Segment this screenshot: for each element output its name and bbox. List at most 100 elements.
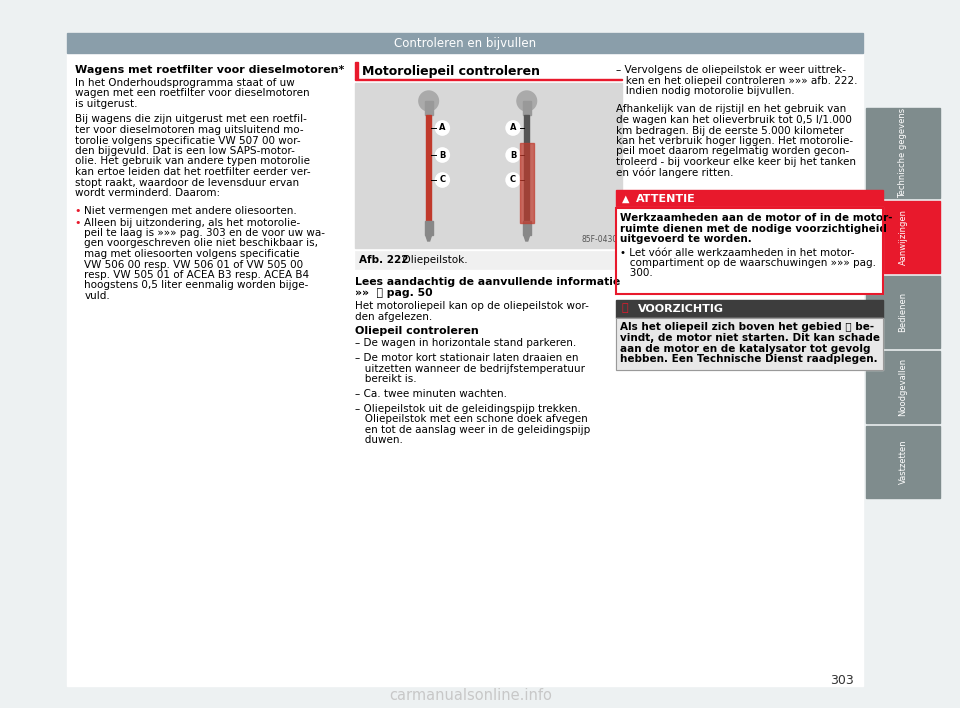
Text: Oliepeil controleren: Oliepeil controleren <box>355 326 479 336</box>
Text: Noodgevallen: Noodgevallen <box>899 358 907 416</box>
Bar <box>355 62 358 79</box>
Bar <box>426 115 431 223</box>
Circle shape <box>506 121 520 135</box>
Text: – De wagen in horizontale stand parkeren.: – De wagen in horizontale stand parkeren… <box>355 338 576 348</box>
Text: Bedienen: Bedienen <box>899 292 907 332</box>
Bar <box>520 143 534 223</box>
Text: •: • <box>75 217 81 227</box>
Circle shape <box>436 148 449 162</box>
Polygon shape <box>524 235 530 241</box>
Bar <box>355 79 622 80</box>
Text: Bij wagens die zijn uitgerust met een roetfil-: Bij wagens die zijn uitgerust met een ro… <box>75 115 306 125</box>
Text: vindt, de motor niet starten. Dit kan schade: vindt, de motor niet starten. Dit kan sc… <box>620 333 880 343</box>
Text: Afhankelijk van de rijstijl en het gebruik van: Afhankelijk van de rijstijl en het gebru… <box>616 105 847 115</box>
Text: Werkzaamheden aan de motor of in de motor-: Werkzaamheden aan de motor of in de moto… <box>620 213 893 223</box>
Text: – Oliepeilstok uit de geleidingspijp trekken.: – Oliepeilstok uit de geleidingspijp tre… <box>355 404 581 413</box>
Text: carmanualsonline.info: carmanualsonline.info <box>390 688 552 704</box>
Text: peil moet daarom regelmatig worden gecon-: peil moet daarom regelmatig worden gecon… <box>616 147 850 156</box>
Circle shape <box>516 91 537 111</box>
Text: en tot de aanslag weer in de geleidingspijp: en tot de aanslag weer in de geleidingsp… <box>355 425 590 435</box>
Text: duwen.: duwen. <box>355 435 403 445</box>
Text: C: C <box>510 176 516 185</box>
Text: ⓘ: ⓘ <box>622 304 629 314</box>
Bar <box>355 251 622 269</box>
Bar <box>424 221 433 235</box>
Text: wordt verminderd. Daarom:: wordt verminderd. Daarom: <box>75 188 220 198</box>
Text: B: B <box>440 151 445 159</box>
Text: olie. Het gebruik van andere typen motorolie: olie. Het gebruik van andere typen motor… <box>75 156 309 166</box>
Text: hoogstens 0,5 liter eenmalig worden bijge-: hoogstens 0,5 liter eenmalig worden bijg… <box>84 280 309 290</box>
Text: bereikt is.: bereikt is. <box>355 375 417 384</box>
Text: – Ca. twee minuten wachten.: – Ca. twee minuten wachten. <box>355 389 507 399</box>
Text: 303: 303 <box>829 673 853 687</box>
Text: Alleen bij uitzondering, als het motorolie-: Alleen bij uitzondering, als het motorol… <box>84 217 300 227</box>
Bar <box>866 108 940 198</box>
Text: compartiment op de waarschuwingen »»» pag.: compartiment op de waarschuwingen »»» pa… <box>620 258 876 268</box>
Circle shape <box>436 173 449 187</box>
Text: km bedragen. Bij de eerste 5.000 kilometer: km bedragen. Bij de eerste 5.000 kilomet… <box>616 125 844 135</box>
Bar <box>866 201 940 273</box>
Text: Niet vermengen met andere oliesoorten.: Niet vermengen met andere oliesoorten. <box>84 205 297 215</box>
Text: Afb. 222: Afb. 222 <box>359 255 409 265</box>
Bar <box>616 208 883 294</box>
Text: Indien nodig motorolie bijvullen.: Indien nodig motorolie bijvullen. <box>616 86 795 96</box>
Circle shape <box>506 173 520 187</box>
Bar <box>524 115 529 223</box>
Text: Het motoroliepeil kan op de oliepeilstok wor-: Het motoroliepeil kan op de oliepeilstok… <box>355 301 589 311</box>
Bar <box>616 317 883 370</box>
Text: Aanwijzingen: Aanwijzingen <box>899 209 907 265</box>
Text: • Let vóór alle werkzaamheden in het motor-: • Let vóór alle werkzaamheden in het mot… <box>620 248 854 258</box>
Text: de wagen kan het olieverbruik tot 0,5 l/1.000: de wagen kan het olieverbruik tot 0,5 l/… <box>616 115 852 125</box>
Text: 85F-0430: 85F-0430 <box>582 235 618 244</box>
Text: troleerd - bij voorkeur elke keer bij het tanken: troleerd - bij voorkeur elke keer bij he… <box>616 157 856 167</box>
Bar <box>866 276 940 348</box>
Text: Oliepeilstok met een schone doek afvegen: Oliepeilstok met een schone doek afvegen <box>355 414 588 424</box>
Text: wagen met een roetfilter voor dieselmotoren: wagen met een roetfilter voor dieselmoto… <box>75 88 309 98</box>
Text: Motoroliepeil controleren: Motoroliepeil controleren <box>362 65 540 78</box>
Text: kan het verbruik hoger liggen. Het motorolie-: kan het verbruik hoger liggen. Het motor… <box>616 136 853 146</box>
Text: Als het oliepeil zich boven het gebied Ⓐ be-: Als het oliepeil zich boven het gebied Ⓐ… <box>620 323 874 333</box>
Text: gen voorgeschreven olie niet beschikbaar is,: gen voorgeschreven olie niet beschikbaar… <box>84 239 319 249</box>
Text: is uitgerust.: is uitgerust. <box>75 99 137 109</box>
Text: »»  📄 pag. 50: »» 📄 pag. 50 <box>355 288 433 298</box>
Text: ruimte dienen met de nodige voorzichtigheid: ruimte dienen met de nodige voorzichtigh… <box>620 224 887 234</box>
Bar <box>616 299 883 317</box>
Circle shape <box>419 91 439 111</box>
Polygon shape <box>425 235 432 241</box>
Bar <box>523 101 531 115</box>
Text: Vastzetten: Vastzetten <box>899 440 907 484</box>
Bar <box>66 33 863 686</box>
Text: en vóór langere ritten.: en vóór langere ritten. <box>616 168 733 178</box>
Text: Controleren en bijvullen: Controleren en bijvullen <box>394 37 536 50</box>
Text: ATTENTIE: ATTENTIE <box>636 194 695 204</box>
Text: •: • <box>75 205 81 215</box>
Bar <box>523 221 531 235</box>
Text: kan ertoe leiden dat het roetfilter eerder ver-: kan ertoe leiden dat het roetfilter eerd… <box>75 167 310 177</box>
Text: uitzetten wanneer de bedrijfstemperatuur: uitzetten wanneer de bedrijfstemperatuur <box>355 364 585 374</box>
Text: resp. VW 505 01 of ACEA B3 resp. ACEA B4: resp. VW 505 01 of ACEA B3 resp. ACEA B4 <box>84 270 309 280</box>
Circle shape <box>506 148 520 162</box>
Bar <box>616 190 883 208</box>
Text: VW 506 00 resp. VW 506 01 of VW 505 00: VW 506 00 resp. VW 506 01 of VW 505 00 <box>84 260 303 270</box>
Text: ▲: ▲ <box>622 194 630 204</box>
Text: stopt raakt, waardoor de levensduur ervan: stopt raakt, waardoor de levensduur erva… <box>75 178 299 188</box>
Text: aan de motor en de katalysator tot gevolg: aan de motor en de katalysator tot gevol… <box>620 343 871 353</box>
Bar <box>355 83 622 248</box>
Text: hebben. Een Technische Dienst raadplegen.: hebben. Een Technische Dienst raadplegen… <box>620 354 877 364</box>
Text: uitgevoerd te worden.: uitgevoerd te worden. <box>620 234 752 244</box>
Bar <box>616 317 883 370</box>
Bar <box>424 101 433 115</box>
Text: Technische gegevens: Technische gegevens <box>899 108 907 198</box>
Text: mag met oliesoorten volgens specificatie: mag met oliesoorten volgens specificatie <box>84 249 300 259</box>
Bar <box>866 351 940 423</box>
Text: – Vervolgens de oliepeilstok er weer uittrek-: – Vervolgens de oliepeilstok er weer uit… <box>616 65 846 75</box>
Text: peil te laag is »»» pag. 303 en de voor uw wa-: peil te laag is »»» pag. 303 en de voor … <box>84 228 325 238</box>
Text: VOORZICHTIG: VOORZICHTIG <box>637 304 724 314</box>
Text: ken en het oliepeil controleren »»» afb. 222.: ken en het oliepeil controleren »»» afb.… <box>616 76 857 86</box>
Text: A: A <box>439 123 445 132</box>
Text: Oliepeilstok.: Oliepeilstok. <box>396 255 468 265</box>
Bar <box>616 208 883 294</box>
Text: 300.: 300. <box>620 268 653 278</box>
Text: vuld.: vuld. <box>84 291 110 301</box>
Text: den afgelezen.: den afgelezen. <box>355 312 432 321</box>
